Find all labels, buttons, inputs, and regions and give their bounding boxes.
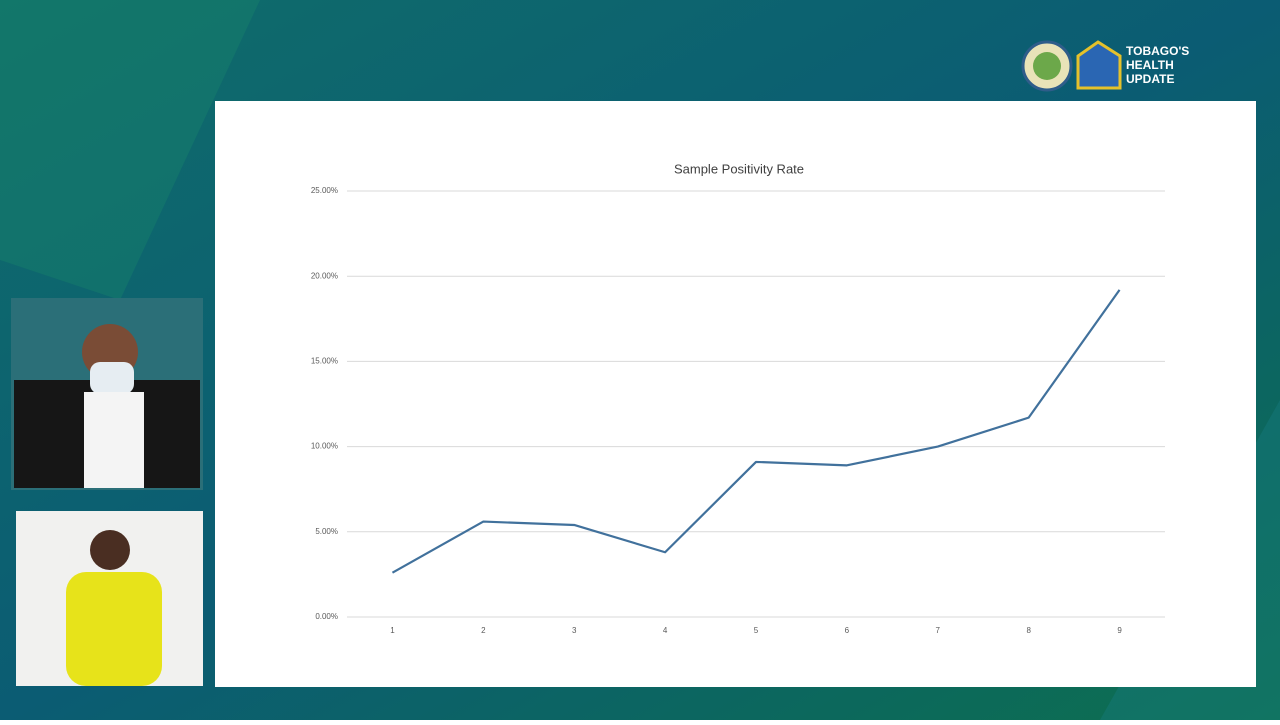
chart-title: Sample Positivity Rate [674,161,804,176]
x-tick-label: 2 [481,626,486,635]
x-tick-label: 4 [663,626,668,635]
y-tick-label: 0.00% [315,612,338,621]
plot: 0.00% 5.00% 10.00% 15.00% 20.00% 25.00% 1 2 3 4 5 6… [311,186,1165,635]
x-tick-label: 3 [572,626,577,635]
y-tick-label: 25.00% [311,186,338,195]
y-tick-label: 10.00% [311,442,338,451]
x-tick-label: 8 [1026,626,1031,635]
y-tick-label: 20.00% [311,271,338,280]
x-tick-label: 6 [845,626,850,635]
x-tick-label: 5 [754,626,759,635]
signer-head [90,530,130,570]
x-tick-label: 1 [390,626,395,635]
signer-shirt [66,572,162,686]
chart-panel [215,101,1256,687]
speaker-mask [90,362,134,394]
header-text: UPDATE [1126,72,1174,86]
background-shape [0,0,260,300]
y-tick-label: 15.00% [311,357,338,366]
x-tick-label: 7 [936,626,941,635]
logo-inner [1033,52,1061,80]
logo [1076,40,1122,90]
header-text: HEALTH [1126,58,1174,72]
line-series [391,289,1121,574]
speaker-shirt [84,392,144,488]
header-text: TOBAGO'S [1126,44,1189,58]
y-tick-label: 5.00% [315,527,338,536]
x-tick-label: 9 [1117,626,1122,635]
